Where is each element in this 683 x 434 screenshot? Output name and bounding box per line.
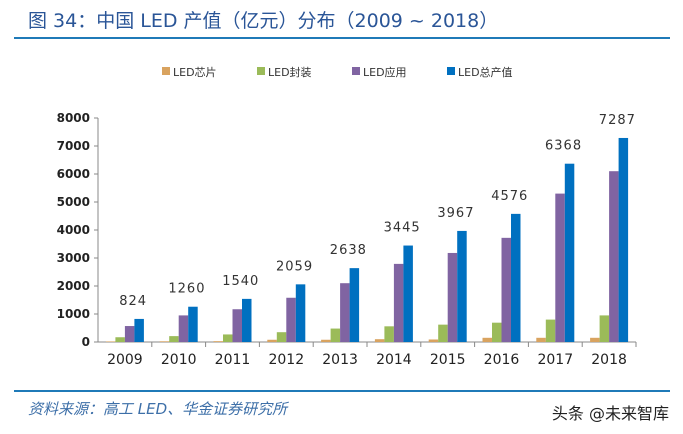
bar-LED应用-2018 bbox=[609, 171, 619, 342]
bar-LED总产值-2015 bbox=[457, 230, 467, 342]
x-tick-label: 2014 bbox=[376, 352, 412, 368]
data-label: 1540 bbox=[222, 274, 259, 289]
x-tick-label: 2016 bbox=[484, 352, 520, 368]
x-tick-label: 2017 bbox=[537, 352, 573, 368]
data-label: 3445 bbox=[384, 221, 421, 236]
bar-LED芯片-2014 bbox=[374, 339, 385, 342]
x-tick-label: 2018 bbox=[591, 352, 627, 368]
bar-LED封装-2018 bbox=[599, 315, 610, 342]
bar-LED芯片-2012 bbox=[267, 339, 277, 342]
bar-LED封装-2011 bbox=[223, 334, 233, 342]
x-tick-label: 2015 bbox=[430, 352, 466, 368]
bar-LED应用-2012 bbox=[286, 297, 296, 342]
bar-LED总产值-2017 bbox=[564, 163, 575, 342]
bar-LED芯片-2009 bbox=[105, 341, 116, 342]
bar-LED应用-2010 bbox=[178, 315, 189, 342]
data-label: 824 bbox=[119, 294, 147, 309]
data-label: 4576 bbox=[491, 189, 528, 204]
bar-LED总产值-2011 bbox=[242, 298, 252, 342]
bar-LED封装-2015 bbox=[438, 324, 448, 342]
data-label: 6368 bbox=[545, 139, 582, 154]
source-note: 资料来源：高工 LED、华金证券研究所 bbox=[28, 400, 288, 418]
legend-swatch bbox=[162, 67, 170, 75]
bar-LED封装-2012 bbox=[276, 332, 287, 342]
legend-swatch bbox=[352, 67, 360, 75]
footer-divider bbox=[14, 390, 670, 392]
bar-LED芯片-2017 bbox=[536, 337, 546, 342]
bar-LED应用-2015 bbox=[447, 252, 458, 342]
bar-LED芯片-2010 bbox=[159, 341, 170, 342]
bar-LED应用-2016 bbox=[501, 237, 511, 342]
y-tick-label: 8000 bbox=[57, 111, 90, 125]
bar-LED芯片-2013 bbox=[321, 339, 331, 342]
y-tick-label: 3000 bbox=[57, 251, 90, 265]
bar-LED应用-2017 bbox=[555, 193, 565, 342]
legend-swatch bbox=[447, 67, 455, 75]
y-tick-label: 6000 bbox=[57, 167, 90, 181]
bar-LED总产值-2013 bbox=[349, 268, 360, 342]
x-tick-label: 2011 bbox=[215, 352, 251, 368]
x-tick-label: 2012 bbox=[268, 352, 304, 368]
bar-LED芯片-2016 bbox=[482, 337, 492, 342]
bar-LED芯片-2018 bbox=[590, 337, 600, 342]
x-tick-label: 2013 bbox=[322, 352, 358, 368]
data-label: 2059 bbox=[276, 259, 313, 274]
y-tick-label: 2000 bbox=[57, 279, 90, 293]
bar-LED封装-2017 bbox=[545, 319, 556, 342]
bar-LED总产值-2016 bbox=[511, 213, 521, 342]
y-tick-label: 4000 bbox=[57, 223, 90, 237]
bar-LED封装-2013 bbox=[330, 328, 341, 342]
x-tick-label: 2009 bbox=[107, 352, 143, 368]
bar-LED总产值-2018 bbox=[618, 137, 629, 342]
y-tick-label: 5000 bbox=[57, 195, 90, 209]
bar-LED应用-2014 bbox=[393, 263, 404, 342]
bar-LED总产值-2010 bbox=[188, 306, 198, 342]
title-divider bbox=[14, 37, 670, 39]
data-label: 2638 bbox=[330, 243, 367, 258]
y-tick-label: 7000 bbox=[57, 139, 90, 153]
data-label: 7287 bbox=[599, 113, 636, 128]
bar-LED应用-2013 bbox=[340, 283, 350, 342]
y-tick-label: 0 bbox=[82, 335, 90, 349]
y-tick-label: 1000 bbox=[57, 307, 90, 321]
bar-LED封装-2009 bbox=[115, 337, 125, 342]
legend-label: LED应用 bbox=[363, 65, 407, 79]
bar-LED封装-2010 bbox=[169, 336, 179, 342]
bar-LED封装-2016 bbox=[492, 322, 502, 342]
legend-label: LED芯片 bbox=[173, 65, 217, 79]
legend-label: LED封装 bbox=[268, 65, 312, 79]
watermark: 头条 @未来智库 bbox=[551, 404, 669, 423]
bar-LED应用-2011 bbox=[232, 309, 242, 342]
bar-LED总产值-2009 bbox=[134, 318, 144, 342]
bar-LED芯片-2015 bbox=[428, 339, 439, 342]
bar-LED总产值-2014 bbox=[403, 245, 413, 342]
x-tick-label: 2010 bbox=[161, 352, 197, 368]
bar-LED封装-2014 bbox=[384, 326, 394, 342]
data-label: 1260 bbox=[168, 282, 205, 297]
figure-title: 图 34：中国 LED 产值（亿元）分布（2009 ~ 2018） bbox=[28, 10, 499, 32]
bar-LED总产值-2012 bbox=[295, 284, 306, 342]
legend-label: LED总产值 bbox=[458, 65, 513, 79]
data-label: 3967 bbox=[437, 206, 474, 221]
bar-LED应用-2009 bbox=[124, 326, 135, 342]
bar-LED芯片-2011 bbox=[213, 341, 223, 342]
legend-swatch bbox=[257, 67, 265, 75]
